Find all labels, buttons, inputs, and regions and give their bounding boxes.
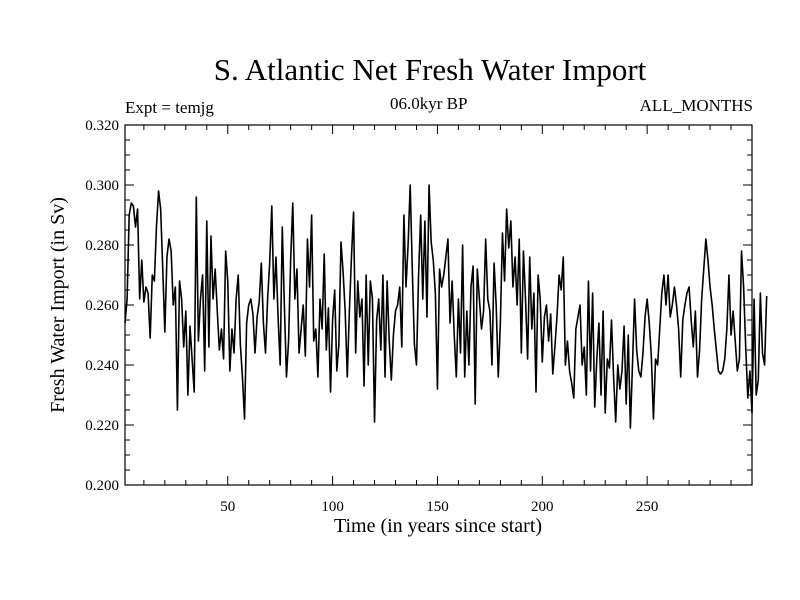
y-axis-label: Fresh Water Import (in Sv) — [47, 197, 69, 413]
plot-frame — [124, 124, 753, 486]
chart-subtitle: 06.0kyr BP — [390, 94, 468, 113]
chart-title: S. Atlantic Net Fresh Water Import — [213, 52, 647, 87]
y-tick-label: 0.240 — [85, 358, 119, 374]
y-tick-labels: 0.200 0.220 0.240 0.260 0.280 0.300 0.320 — [85, 118, 119, 494]
series-line — [124, 184, 768, 429]
x-tick-label: 250 — [636, 499, 659, 515]
x-axis-label: Time (in years since start) — [334, 515, 542, 537]
x-tick-label: 100 — [321, 499, 344, 515]
y-tick-label: 0.300 — [85, 178, 119, 194]
y-tick-label: 0.220 — [85, 418, 119, 434]
y-tick-label: 0.260 — [85, 298, 119, 314]
period-label: ALL_MONTHS — [639, 96, 753, 115]
experiment-label: Expt = temjg — [125, 98, 214, 117]
y-tick-label: 0.320 — [85, 118, 119, 134]
x-tick-label: 50 — [220, 499, 235, 515]
x-tick-label: 200 — [531, 499, 554, 515]
y-tick-label: 0.200 — [85, 478, 119, 494]
x-tick-label: 150 — [426, 499, 449, 515]
x-tick-labels: 50 100 150 200 250 — [220, 499, 658, 515]
axis-ticks — [125, 125, 752, 485]
y-tick-label: 0.280 — [85, 238, 119, 254]
